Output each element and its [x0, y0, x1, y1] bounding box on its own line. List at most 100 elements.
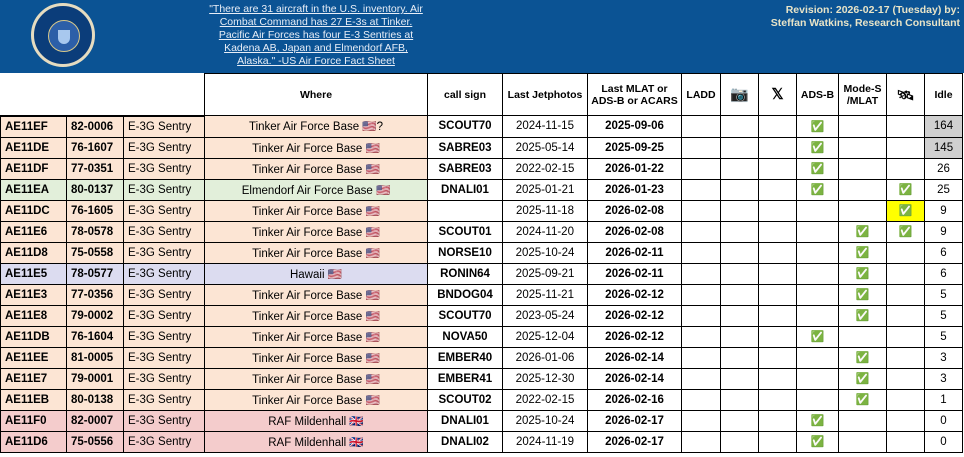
last-mlat-cell: 2026-01-23	[587, 178, 682, 201]
serial-number-cell: 77-0356	[66, 283, 124, 306]
x-cell	[758, 157, 797, 180]
last-mlat-cell: 2026-02-08	[587, 199, 682, 222]
col-header-hex	[0, 73, 67, 117]
aircraft-type-cell: E-3G Sentry	[123, 409, 205, 432]
serial-number-cell: 78-0577	[66, 262, 124, 285]
camera-cell	[720, 409, 759, 432]
table-row: AE11EB 80-0138 E-3G Sentry Tinker Air Force…	[0, 388, 963, 411]
satellite-icon: 🛰	[886, 73, 925, 116]
serial-number-cell: 76-1604	[66, 325, 124, 348]
callsign-cell: RONIN64	[427, 262, 503, 285]
mode-s-check-cell: ✅	[838, 262, 887, 285]
x-cell	[758, 409, 797, 432]
mode-s-check-cell	[838, 178, 887, 201]
air-force-seal-logo	[31, 3, 95, 67]
satellite-check-cell	[886, 388, 925, 411]
callsign-cell: EMBER40	[427, 346, 503, 369]
serial-number-cell: 82-0006	[66, 115, 124, 138]
aircraft-type-cell: E-3G Sentry	[123, 220, 205, 243]
ladd-cell	[681, 199, 721, 222]
serial-number-cell: 76-1607	[66, 136, 124, 159]
last-jetphotos-cell: 2024-11-19	[502, 430, 588, 453]
aircraft-type-cell: E-3G Sentry	[123, 199, 205, 222]
last-mlat-cell: 2026-02-12	[587, 304, 682, 327]
serial-number-cell: 75-0556	[66, 430, 124, 453]
hex-code-cell: AE11DF	[0, 157, 67, 180]
last-mlat-cell: 2026-02-16	[587, 388, 682, 411]
location-cell: Tinker Air Force Base 🇺🇸	[204, 346, 428, 369]
serial-number-cell: 81-0005	[66, 346, 124, 369]
idle-days-cell: 5	[924, 304, 963, 327]
col-header-last-mlat: Last MLAT or ADS-B or ACARS	[587, 73, 682, 116]
camera-cell	[720, 178, 759, 201]
mode-s-check-cell	[838, 430, 887, 453]
table-row: AE11DF 77-0351 E-3G Sentry Tinker Air Force…	[0, 157, 963, 180]
idle-days-cell: 145	[924, 136, 963, 159]
last-jetphotos-cell: 2025-01-21	[502, 178, 588, 201]
mode-s-check-cell	[838, 136, 887, 159]
hex-code-cell: AE11F0	[0, 409, 67, 432]
last-jetphotos-cell: 2024-11-20	[502, 220, 588, 243]
satellite-check-cell: ✅	[886, 178, 925, 201]
table-row: AE11E8 79-0002 E-3G Sentry Tinker Air Force…	[0, 304, 963, 327]
mode-s-check-cell: ✅	[838, 367, 887, 390]
mode-s-check-cell	[838, 157, 887, 180]
last-jetphotos-cell: 2025-05-14	[502, 136, 588, 159]
x-cell	[758, 220, 797, 243]
camera-cell	[720, 304, 759, 327]
mode-s-check-cell: ✅	[838, 388, 887, 411]
idle-days-cell: 5	[924, 325, 963, 348]
idle-days-cell: 9	[924, 220, 963, 243]
serial-number-cell: 80-0138	[66, 388, 124, 411]
aircraft-type-cell: E-3G Sentry	[123, 262, 205, 285]
satellite-check-cell	[886, 409, 925, 432]
adsb-check-cell	[796, 199, 839, 222]
callsign-cell: SCOUT70	[427, 115, 503, 138]
satellite-check-cell	[886, 262, 925, 285]
last-mlat-cell: 2026-02-14	[587, 367, 682, 390]
hex-code-cell: AE11D6	[0, 430, 67, 453]
satellite-check-cell	[886, 304, 925, 327]
header-banner: "There are 31 aircraft in the U.S. inven…	[0, 0, 964, 73]
col-header-callsign: call sign	[427, 73, 503, 116]
last-jetphotos-cell: 2022-02-15	[502, 388, 588, 411]
ladd-cell	[681, 388, 721, 411]
last-mlat-cell: 2025-09-25	[587, 136, 682, 159]
camera-icon: 📷	[720, 73, 759, 116]
mode-s-check-cell	[838, 409, 887, 432]
satellite-check-cell	[886, 346, 925, 369]
author: Steffan Watkins, Research Consultant	[770, 17, 960, 29]
idle-days-cell: 6	[924, 262, 963, 285]
col-header-type	[123, 73, 205, 117]
aircraft-type-cell: E-3G Sentry	[123, 430, 205, 453]
aircraft-type-cell: E-3G Sentry	[123, 367, 205, 390]
camera-cell	[720, 220, 759, 243]
x-cell	[758, 430, 797, 453]
last-mlat-cell: 2026-02-17	[587, 430, 682, 453]
adsb-check-cell	[796, 220, 839, 243]
aircraft-type-cell: E-3G Sentry	[123, 304, 205, 327]
last-mlat-cell: 2026-02-11	[587, 241, 682, 264]
location-cell: RAF Mildenhall 🇬🇧	[204, 430, 428, 453]
col-header-ladd: LADD	[681, 73, 721, 116]
adsb-check-cell: ✅	[796, 409, 839, 432]
x-cell	[758, 178, 797, 201]
table-row: AE11E6 78-0578 E-3G Sentry Tinker Air Force…	[0, 220, 963, 243]
callsign-cell: EMBER41	[427, 367, 503, 390]
satellite-check-cell: ✅	[886, 220, 925, 243]
adsb-check-cell: ✅	[796, 157, 839, 180]
adsb-check-cell: ✅	[796, 430, 839, 453]
table-row: AE11E5 78-0577 E-3G Sentry Hawaii 🇺🇸 RONIN64…	[0, 262, 963, 285]
table-row: AE11DC 76-1605 E-3G Sentry Tinker Air Force…	[0, 199, 963, 222]
satellite-check-cell	[886, 367, 925, 390]
idle-days-cell: 3	[924, 367, 963, 390]
revision-info: Revision: 2026-02-17 (Tuesday) by: Steff…	[771, 4, 960, 30]
location-cell: Tinker Air Force Base 🇺🇸	[204, 304, 428, 327]
ladd-cell	[681, 136, 721, 159]
last-mlat-cell: 2026-02-08	[587, 220, 682, 243]
callsign-cell: SABRE03	[427, 157, 503, 180]
fact-sheet-link[interactable]: "There are 31 aircraft in the U.S. inven…	[209, 3, 423, 67]
idle-days-cell: 5	[924, 283, 963, 306]
aircraft-type-cell: E-3G Sentry	[123, 241, 205, 264]
callsign-cell: SCOUT01	[427, 220, 503, 243]
